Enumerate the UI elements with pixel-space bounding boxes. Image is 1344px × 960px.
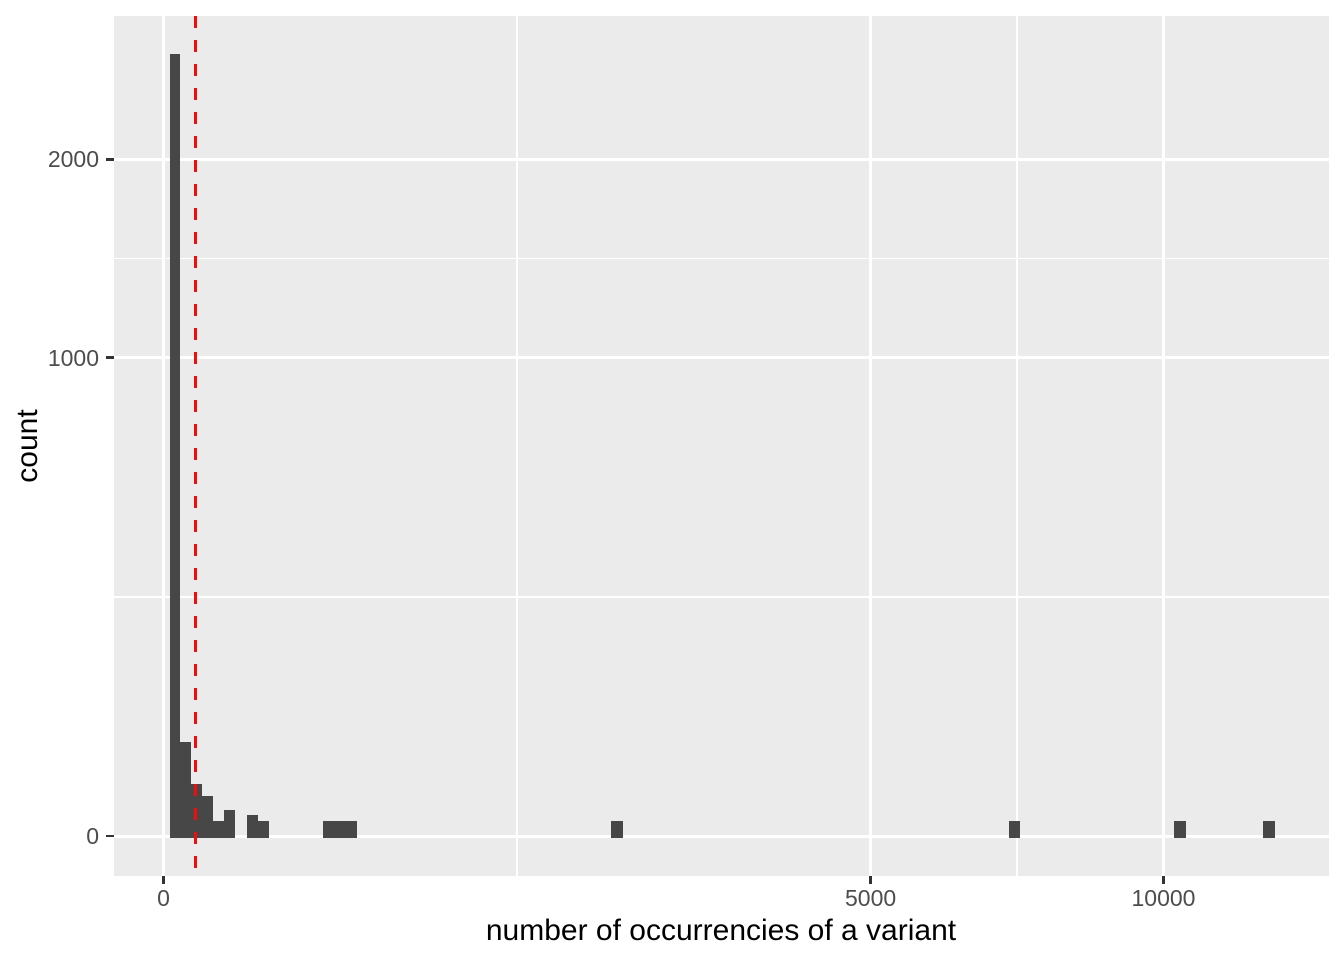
- gridline-major-y: [114, 834, 1329, 838]
- y-tick-label: 0: [86, 823, 99, 849]
- histogram-bar: [1174, 820, 1186, 838]
- histogram-bar: [257, 820, 269, 838]
- y-axis-tick: [106, 834, 114, 838]
- histogram-bar: [169, 54, 181, 838]
- gridline-major-y: [114, 356, 1329, 360]
- x-axis-tick: [869, 876, 872, 884]
- x-tick-label: 5000: [845, 885, 897, 911]
- y-axis-title: count: [11, 409, 44, 483]
- histogram-bar: [223, 809, 235, 838]
- histogram-bar: [1009, 820, 1020, 838]
- histogram-bar: [246, 814, 258, 838]
- x-axis-title: number of occurrencies of a variant: [485, 914, 957, 947]
- x-tick-label: 10000: [1131, 885, 1196, 911]
- y-axis-tick: [106, 158, 114, 161]
- histogram-bar: [201, 795, 213, 838]
- gridline-major-x: [869, 16, 873, 876]
- y-axis-tick: [106, 356, 114, 359]
- y-tick-label: 1000: [47, 344, 99, 371]
- gridline-minor-y: [114, 596, 1329, 598]
- reference-vline: [193, 16, 197, 876]
- gridline-major-y: [114, 157, 1329, 161]
- x-axis-tick: [1162, 876, 1165, 884]
- gridline-minor-y: [114, 257, 1329, 260]
- gridline-minor-x: [1016, 16, 1018, 876]
- gridline-major-x: [1162, 16, 1165, 876]
- plot-panel: [114, 16, 1329, 876]
- histogram-bar: [180, 741, 192, 838]
- histogram-bar: [611, 820, 624, 838]
- x-tick-label: 0: [157, 885, 170, 911]
- y-tick-label: 2000: [47, 146, 99, 173]
- histogram-bar: [212, 820, 224, 838]
- histogram-bar: [1262, 820, 1275, 838]
- gridline-major-x: [162, 16, 165, 876]
- gridline-minor-x: [516, 16, 518, 876]
- histogram-bar: [323, 820, 357, 838]
- x-axis-tick: [162, 876, 165, 884]
